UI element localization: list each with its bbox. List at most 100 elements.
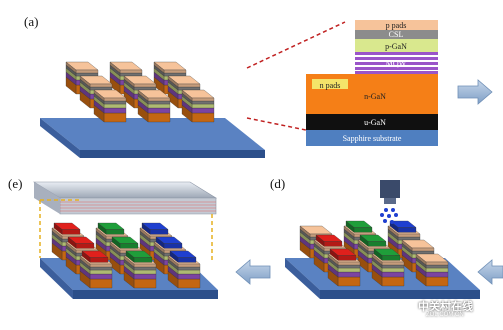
- pillar-layer-p-pads: [147, 97, 171, 102]
- subpixel-green: [133, 257, 153, 263]
- pillar-layer-n-gan: [103, 112, 127, 123]
- pillar-layer-p-pads: [109, 241, 121, 254]
- pillar-layer-csl: [133, 266, 157, 271]
- pillar-layer-p-gan: [191, 103, 215, 109]
- pillar-layer-p-gan: [147, 103, 171, 109]
- layer-mqw: [355, 52, 438, 74]
- subpixel-blue: [149, 229, 169, 235]
- pillar-layer-mqw: [191, 107, 215, 114]
- left-arrow-icon: [477, 259, 503, 285]
- sapphire-base-side: [40, 118, 80, 158]
- pillar-layer-n-gan: [337, 276, 361, 287]
- cover-plate: [32, 181, 218, 215]
- pillar-layer-p-pads: [133, 83, 157, 88]
- subpixel-blue: [163, 243, 183, 249]
- pillar-layer-p-pads: [89, 263, 113, 268]
- pillar-layer-mqw: [177, 273, 201, 280]
- layer-sapphire: [306, 130, 438, 146]
- panel-a-array: [40, 61, 265, 158]
- pillar-layer-p-pads: [327, 253, 339, 266]
- pillar-layer-n-gan: [381, 276, 405, 287]
- label-mqw: MQW: [386, 59, 407, 68]
- subpixel-red: [315, 234, 325, 247]
- subpixel-blue: [155, 236, 165, 249]
- pillar-layer-p-pads: [153, 61, 165, 74]
- layer-stack: p pads CSL p-GaN MQW n pads n-GaN u-GaN …: [306, 20, 438, 146]
- pillar-layer-n-gan: [191, 112, 215, 123]
- pillar-layer-csl: [89, 266, 113, 271]
- panel-label-d: (d): [270, 176, 286, 191]
- subpixel-green: [373, 248, 383, 261]
- panel-e-base-side: [40, 258, 73, 299]
- pillar-layer-csl: [381, 264, 405, 269]
- pillar-layer-p-pads: [163, 69, 187, 74]
- label-n-gan: n-GaN: [364, 92, 386, 101]
- subpixel-green: [359, 234, 369, 247]
- pillar-layer-p-pads: [137, 89, 149, 102]
- pillar-layer-mqw: [337, 271, 361, 278]
- subpixel-green: [111, 236, 121, 249]
- inkjet-printhead-icon: [380, 180, 400, 224]
- pillar-layer-p-pads: [79, 255, 91, 268]
- pillar-layer-csl: [397, 236, 421, 241]
- subpixel-blue: [169, 250, 179, 263]
- pillar-layer-p-pads: [191, 97, 215, 102]
- pillar-layer-p-pads: [411, 247, 435, 252]
- subpixel-red: [61, 229, 81, 235]
- subpixel-green: [119, 243, 139, 249]
- pillar-layer-csl: [75, 72, 99, 77]
- pillar-layer-p-pads: [371, 253, 383, 266]
- pillar-layer-p-pads: [51, 227, 63, 240]
- pillar-layer-p-pads: [313, 239, 325, 252]
- panel-e-pillars: [51, 222, 201, 289]
- pillar-layer-csl: [177, 266, 201, 271]
- pillar-layer-p-pads: [93, 89, 105, 102]
- subpixel-green: [381, 255, 401, 261]
- subpixel-green: [105, 229, 125, 235]
- panel-d-array: [285, 180, 480, 299]
- pillar-layer-p-pads: [123, 75, 135, 88]
- watermark-sub: ZOL.COM.CN: [426, 312, 464, 318]
- pillar-layer-p-gan: [337, 267, 361, 273]
- zoom-line-top: [246, 21, 346, 69]
- pillar-layer-p-gan: [381, 267, 405, 273]
- pillar-layer-p-gan: [103, 103, 127, 109]
- subpixel-blue: [397, 227, 417, 233]
- pillar-layer-csl: [411, 250, 435, 255]
- pillar-layer-p-pads: [387, 225, 399, 238]
- pillar-layer-mqw: [425, 271, 449, 278]
- pillar-layer-mqw: [89, 273, 113, 280]
- pillar-layer-p-pads: [75, 69, 99, 74]
- pillar-layer-p-pads: [79, 75, 91, 88]
- pillar-layer-p-pads: [123, 255, 135, 268]
- pillar-layer-p-pads: [95, 227, 107, 240]
- label-p-pads: p pads: [386, 21, 407, 30]
- subpixel-red: [67, 236, 77, 249]
- label-u-gan: u-GaN: [364, 118, 386, 127]
- label-sapphire-substrate: Sapphire substrate: [343, 134, 402, 143]
- pillar-layer-mqw: [381, 271, 405, 278]
- pillar-layer-p-pads: [119, 69, 143, 74]
- sapphire-base-top: [40, 118, 265, 150]
- subpixel-green: [367, 241, 387, 247]
- pillar-layer-csl: [133, 86, 157, 91]
- subpixel-red: [329, 248, 339, 261]
- panel-e-array: [40, 222, 218, 299]
- layer-p-pads: [355, 20, 438, 30]
- subpixel-green: [345, 220, 355, 233]
- pillar-layer-p-gan: [177, 269, 201, 275]
- pillar-layer-p-pads: [181, 89, 193, 102]
- panel-d-base-front: [320, 290, 480, 299]
- pillar-layer-n-gan: [89, 278, 113, 289]
- layer-csl: [355, 30, 438, 39]
- pillar-layer-p-pads: [139, 227, 151, 240]
- sapphire-base-front: [80, 150, 265, 158]
- pillar-layer-p-pads: [299, 225, 311, 238]
- pillar-layer-p-pads: [343, 225, 355, 238]
- left-arrow-icon: [235, 259, 271, 285]
- panel-e-base-front: [73, 290, 218, 299]
- pillar-layer-csl: [337, 264, 361, 269]
- pillar-layer-p-pads: [65, 241, 77, 254]
